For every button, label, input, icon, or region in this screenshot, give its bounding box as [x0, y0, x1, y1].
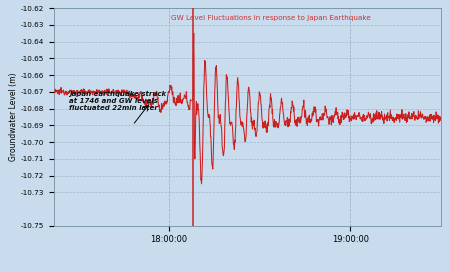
Text: GW Level Fluctuations in response to Japan Earthquake: GW Level Fluctuations in response to Jap… — [171, 15, 371, 21]
Text: Japan earthquake struck
at 1746 and GW levels
fluctuated 22min later: Japan earthquake struck at 1746 and GW l… — [69, 91, 166, 111]
Y-axis label: Groundwater Level (m): Groundwater Level (m) — [9, 73, 18, 161]
